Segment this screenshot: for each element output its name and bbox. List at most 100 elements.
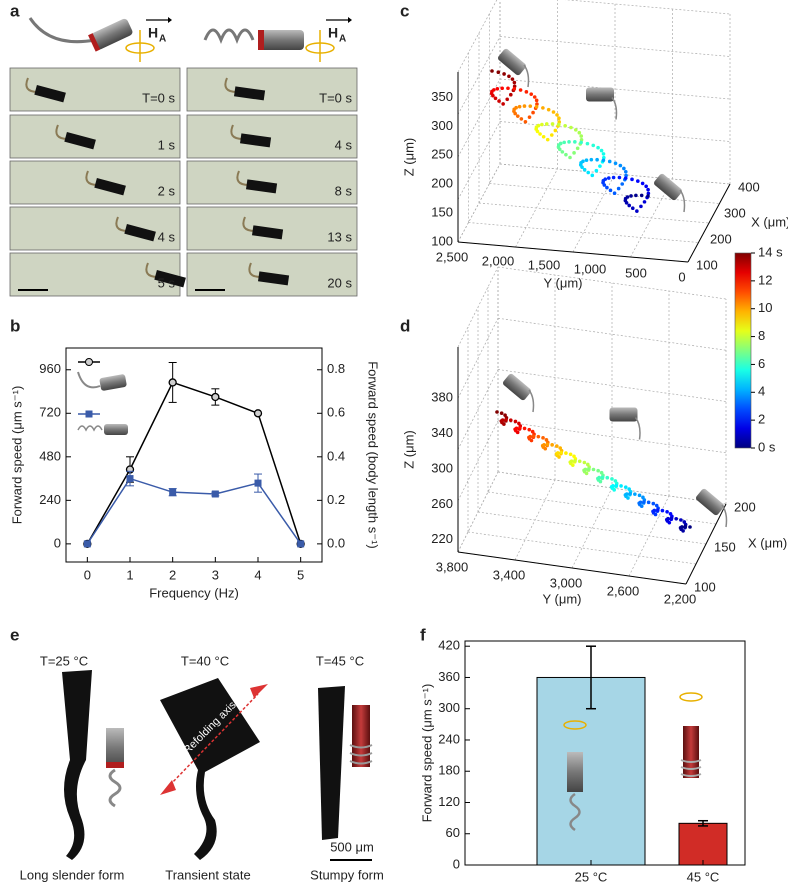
trajectory-dot xyxy=(646,500,651,505)
trajectory-dot xyxy=(601,152,606,156)
legend-marker xyxy=(85,410,93,418)
grid-line xyxy=(499,121,731,142)
y-tick-label: 180 xyxy=(438,763,460,778)
z-tick-label: 220 xyxy=(431,531,453,546)
robot xyxy=(230,124,244,140)
series-line xyxy=(86,381,302,545)
trajectory-dot xyxy=(541,134,546,139)
trajectory-dot xyxy=(577,459,582,464)
robot-icon xyxy=(523,64,530,88)
time-label: 4 s xyxy=(335,137,353,152)
marker xyxy=(168,378,177,387)
z-tick-label: 100 xyxy=(431,233,453,248)
field-subscript: A xyxy=(159,34,166,45)
trajectory-dot xyxy=(558,141,563,146)
grid-line xyxy=(457,420,499,501)
x-tick-label: 25 °C xyxy=(575,869,608,884)
trajectory-dot xyxy=(591,143,596,148)
y-tick-label: 0 xyxy=(453,856,460,871)
x-tick-label: 5 xyxy=(297,567,304,582)
robot-icon xyxy=(586,87,614,102)
z-tick-label: 260 xyxy=(431,496,453,511)
trajectory-dot xyxy=(582,167,587,172)
grid-line xyxy=(628,495,670,577)
trajectory-dot xyxy=(531,110,535,115)
trajectory-dot xyxy=(610,477,614,481)
trajectory-dot xyxy=(559,450,564,455)
robot xyxy=(94,177,126,196)
trajectory-dot xyxy=(598,164,602,168)
robot-icon xyxy=(498,48,526,76)
z-tick-label: 150 xyxy=(431,205,453,220)
trajectory-dot xyxy=(505,97,510,102)
trajectory-dot xyxy=(596,468,600,473)
x-tick-label: 150 xyxy=(714,539,736,554)
z-tick-label: 380 xyxy=(431,390,453,405)
trajectory-dot xyxy=(502,72,506,76)
marker xyxy=(211,490,219,498)
y2-tick-label: 0.8 xyxy=(327,361,345,376)
temperature-label: T=25 °C xyxy=(40,653,88,668)
trajectory-dot xyxy=(639,193,644,198)
robot-icon xyxy=(503,373,531,401)
trajectory-dot xyxy=(507,74,511,79)
x-tick-label: 100 xyxy=(696,257,718,272)
micrograph xyxy=(186,67,358,112)
z-tick-label: 200 xyxy=(431,176,453,191)
trajectory-dot xyxy=(644,184,648,189)
grid-line xyxy=(499,163,731,185)
trajectory-dot xyxy=(584,158,589,163)
y2-axis-label: Forward speed (body length s⁻¹) xyxy=(366,361,381,549)
time-label: T=0 s xyxy=(142,90,175,105)
trajectory-dot xyxy=(522,104,527,108)
y2-tick-label: 0.0 xyxy=(327,535,345,550)
trajectory-dot xyxy=(577,130,582,135)
trajectory-dot xyxy=(625,195,630,199)
trajectory-dot xyxy=(518,88,523,92)
grid-line xyxy=(572,173,616,253)
y-tick-label: 2,500 xyxy=(436,249,469,264)
trajectory-dot xyxy=(665,509,669,514)
robot xyxy=(224,77,238,93)
y-tick-label: 720 xyxy=(39,405,61,420)
form-label: Long slender form xyxy=(20,867,125,882)
y-axis-label: Forward speed (μm s⁻¹) xyxy=(9,386,24,525)
trajectory-dot xyxy=(528,104,533,108)
robot xyxy=(240,133,272,148)
form-label: Transient state xyxy=(165,867,251,882)
trajectory-dot xyxy=(683,524,688,529)
robot xyxy=(236,170,250,186)
trajectory-dot xyxy=(573,459,577,463)
y-tick-label: 420 xyxy=(438,638,460,653)
trajectory-dot xyxy=(579,134,584,138)
trajectory-dot xyxy=(623,485,628,489)
trajectory-dot xyxy=(680,525,684,529)
trajectory-dot xyxy=(582,460,587,465)
trajectory-dot xyxy=(620,182,625,186)
trajectory-dot xyxy=(536,434,541,439)
marker xyxy=(211,392,220,402)
panel-label: f xyxy=(420,625,426,644)
grid-line xyxy=(457,369,499,450)
trajectory-dot xyxy=(622,166,626,171)
trajectory-dot xyxy=(550,122,555,126)
trajectory-dot xyxy=(492,88,496,92)
trajectory-dot xyxy=(496,70,501,74)
trajectory-dot xyxy=(585,141,590,146)
panel-label: e xyxy=(10,625,19,644)
marker xyxy=(126,475,134,483)
colorbar-label: 8 xyxy=(758,328,765,343)
trajectory-dot xyxy=(534,104,539,109)
grid-line xyxy=(467,531,697,565)
trajectory-dot xyxy=(500,418,505,422)
grid-line xyxy=(685,503,727,585)
time-label: 5 s xyxy=(158,275,176,290)
legend-icon xyxy=(104,424,128,435)
trajectory-dot xyxy=(624,169,628,174)
x-axis-label: X (μm) xyxy=(751,215,788,230)
x-tick-label: 2 xyxy=(169,567,176,582)
trajectory-dot xyxy=(623,176,628,180)
form-label: Stumpy form xyxy=(310,867,384,882)
trajectory-dot xyxy=(603,177,608,181)
